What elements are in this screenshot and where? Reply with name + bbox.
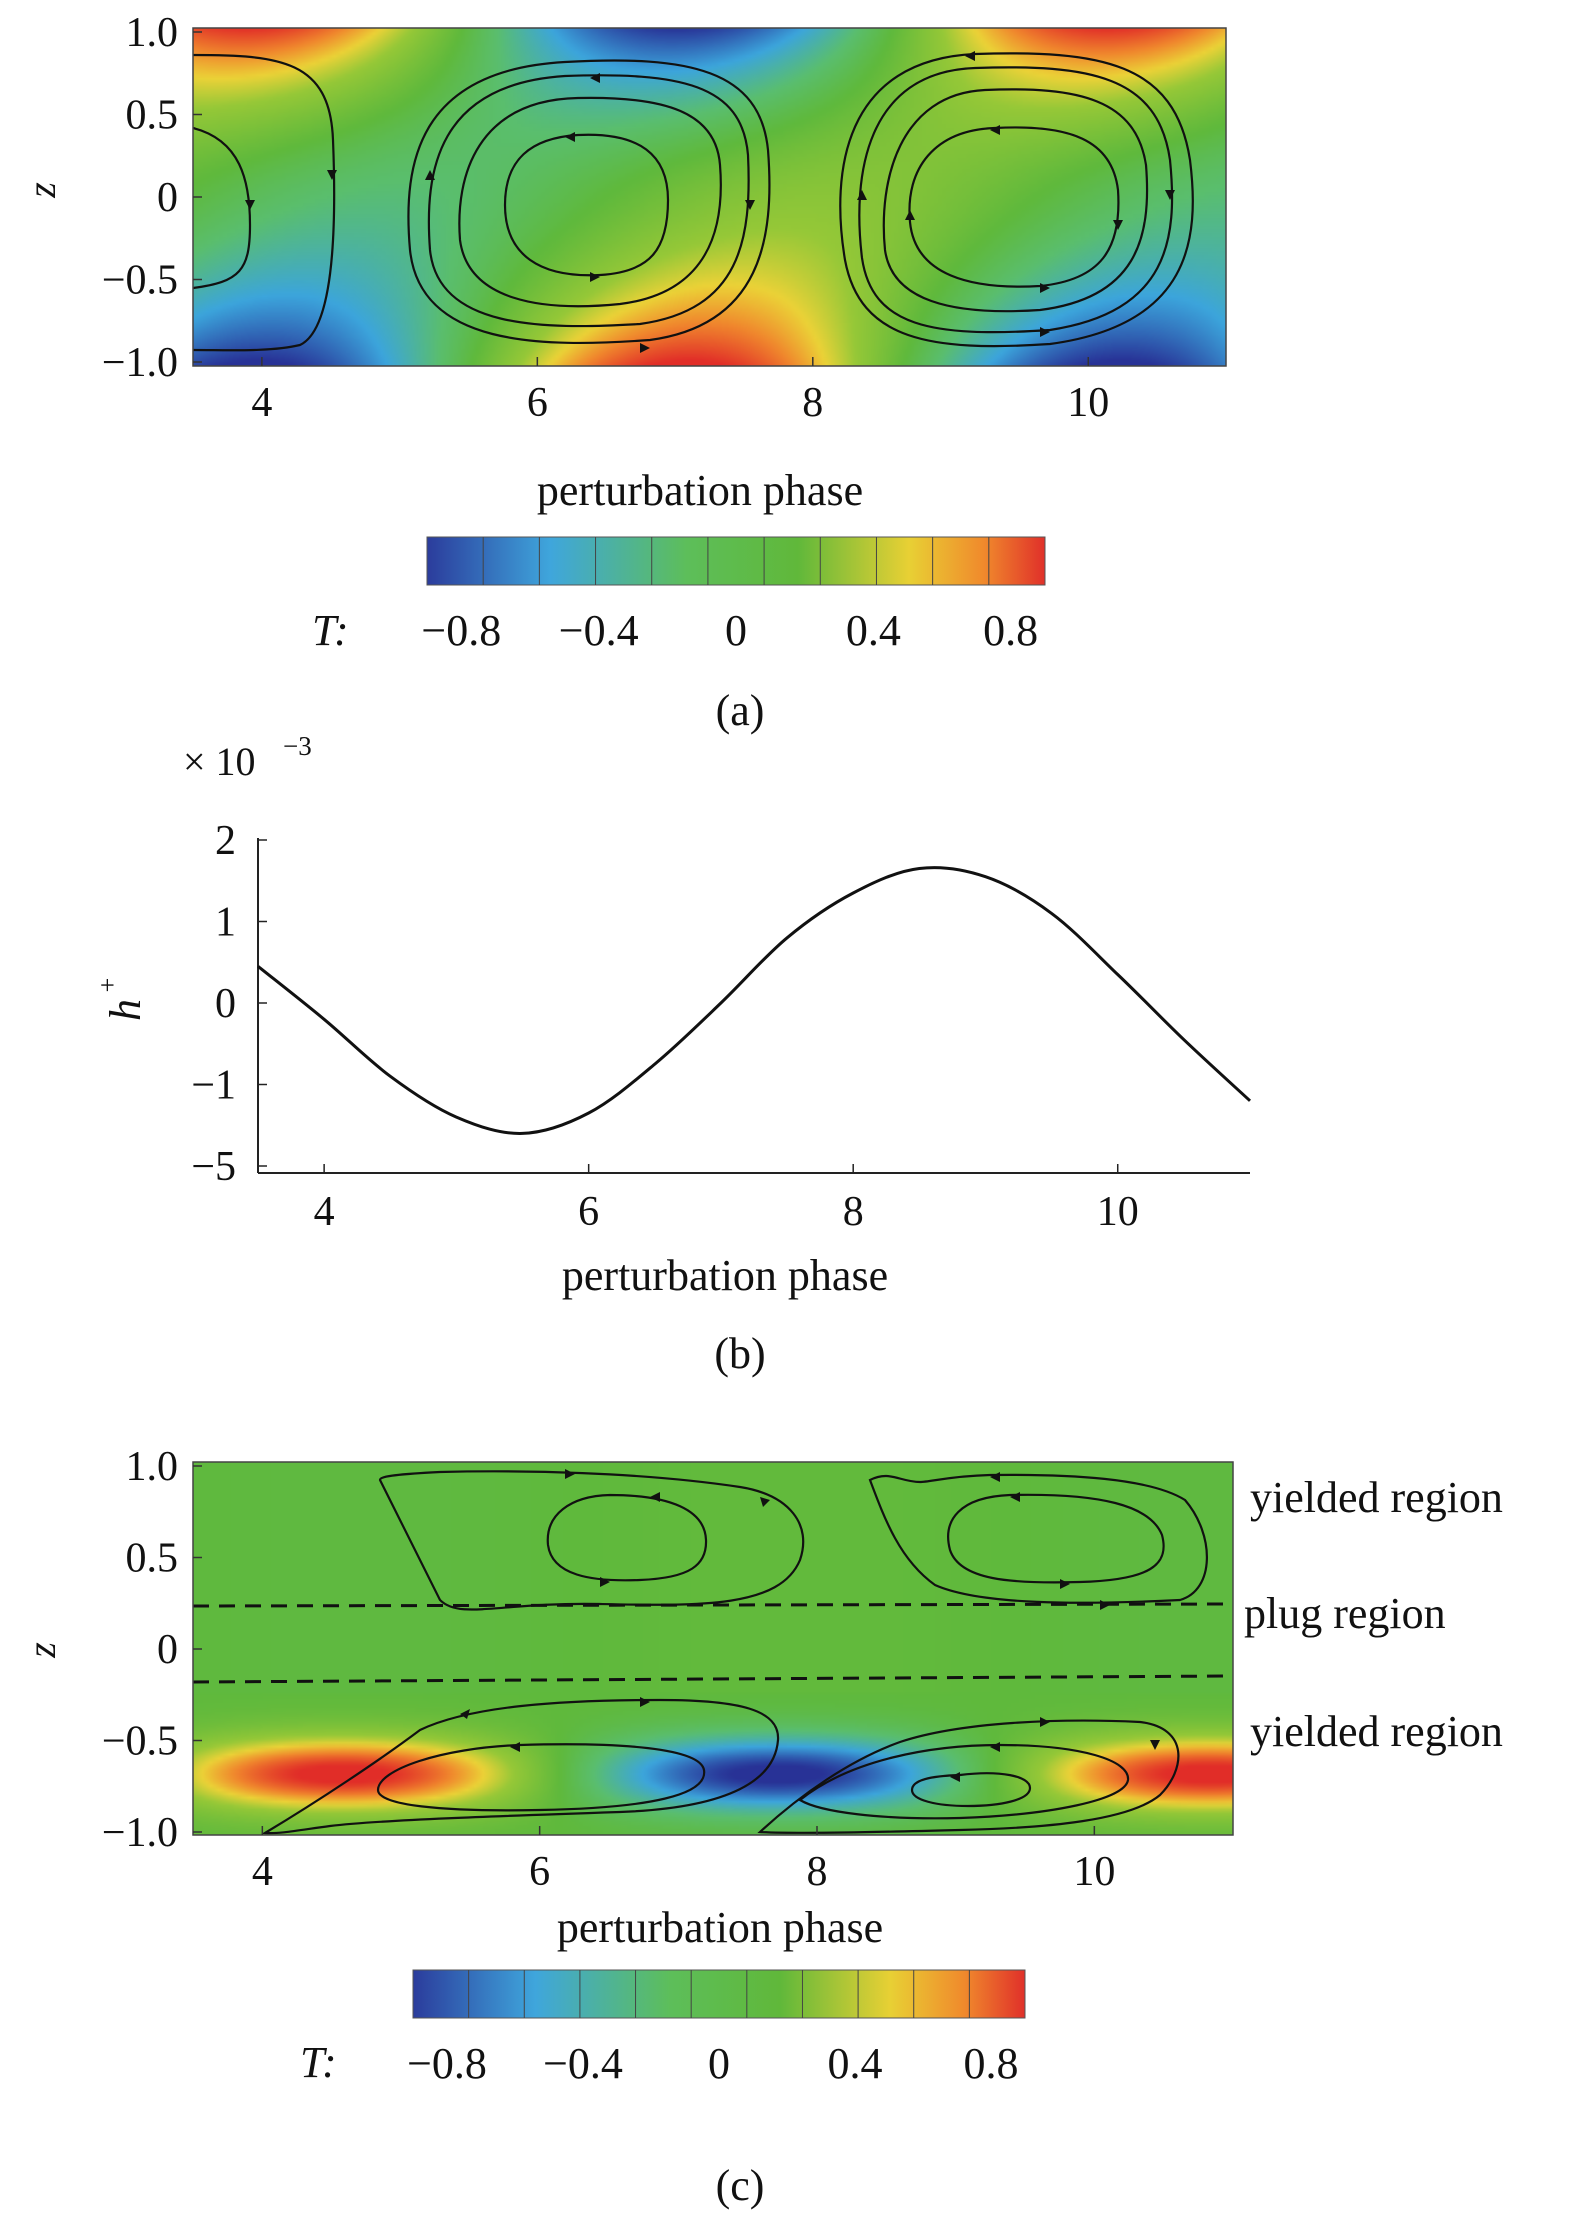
panel-b-ytick-label: −1 <box>191 1063 236 1109</box>
panel-b-xtick-label: 10 <box>1097 1189 1139 1235</box>
streamline-a-left-inner <box>193 126 252 290</box>
panel-a-ylabel: z <box>19 182 64 199</box>
panel-c-streamlines <box>193 1469 1233 1835</box>
panel-a-ytick-label: 0 <box>157 175 178 221</box>
panel-a: 4 6 8 10 1.0 0.5 0 −0.5 −1.0 z perturbation phas… <box>19 10 1227 735</box>
panel-c-colorbar-tick: −0.4 <box>543 2039 623 2088</box>
streamline-c-top-left-inner <box>546 1493 708 1582</box>
streamline-c-bottom-left-outer <box>261 1698 780 1835</box>
panel-b-ytick-label: 1 <box>215 900 236 946</box>
panel-c-colorbar-tick: 0 <box>708 2039 730 2088</box>
streamline-c-top-right-outer <box>868 1473 1208 1604</box>
panel-c-xtick-label: 6 <box>529 1849 550 1895</box>
panel-b-xtick-label: 8 <box>843 1189 864 1235</box>
panel-c-heatmap <box>193 1462 1233 1835</box>
streamline-a-left-outer <box>193 53 336 352</box>
panel-c-xtick-label: 4 <box>252 1849 273 1895</box>
streamline-c-top-left-outer <box>378 1470 805 1611</box>
panel-b-xtick-label: 6 <box>578 1189 599 1235</box>
streamline-a-right-2 <box>858 66 1174 334</box>
panel-a-colorbar-tick: 0.8 <box>983 606 1038 655</box>
panel-a-ytick-label: 1.0 <box>126 10 179 56</box>
panel-c-colorbar: T: −0.8 −0.4 0 0.4 0.8 <box>300 1969 1026 2088</box>
panel-c-xtick-label: 8 <box>807 1849 828 1895</box>
panel-a-ytick-label: 0.5 <box>126 93 179 139</box>
panel-c-ytick-label: 0.5 <box>126 1536 179 1582</box>
panel-a-ytick-label: −0.5 <box>102 258 178 304</box>
panel-c: 4 6 8 10 1.0 0.5 0 −0.5 −1.0 z yielded region pl… <box>19 1444 1503 2210</box>
streamline-c-bottom-right-inner <box>798 1743 1130 1820</box>
panel-b-ytick-label: 2 <box>215 818 236 864</box>
streamline-a-mid-1 <box>407 59 771 345</box>
plug-boundary-lower <box>193 1674 1233 1684</box>
panel-c-ylabel: z <box>19 1642 64 1659</box>
annotation-plug: plug region <box>1244 1589 1446 1638</box>
panel-c-colorbar-tick: 0.4 <box>828 2039 883 2088</box>
panel-b-scale-prefix: × 10 <box>183 739 256 784</box>
panel-b-ylabel: h + <box>93 978 150 1021</box>
panel-b-scale-exp: −3 <box>283 731 312 761</box>
annotation-yielded-top: yielded region <box>1250 1473 1503 1522</box>
streamline-a-mid-3 <box>458 96 722 308</box>
panel-b-ytick-label: −5 <box>191 1144 236 1190</box>
panel-a-colorbar-label: T: <box>312 606 349 655</box>
panel-a-xtick-label: 6 <box>527 380 548 426</box>
streamline-a-right-1 <box>839 52 1194 348</box>
panel-a-colorbar: T: −0.8 −0.4 0 0.4 0.8 <box>312 536 1046 655</box>
streamline-c-bottom-right-outer <box>757 1719 1180 1834</box>
panel-c-caption: (c) <box>716 2161 765 2210</box>
panel-c-xlabel: perturbation phase <box>557 1903 883 1952</box>
annotation-yielded-bottom: yielded region <box>1250 1707 1503 1756</box>
panel-b-ylabel-text: h <box>101 999 150 1021</box>
panel-a-colorbar-tick: 0 <box>725 606 747 655</box>
streamline-c-top-right-inner <box>947 1493 1165 1584</box>
panel-c-xtick-label: 10 <box>1073 1849 1115 1895</box>
panel-a-colorbar-tick: 0.4 <box>846 606 901 655</box>
panel-c-ytick-label: 1.0 <box>126 1444 179 1490</box>
panel-c-ytick-label: −1.0 <box>102 1810 178 1856</box>
streamline-a-mid-2 <box>427 74 750 328</box>
panel-a-ytick-label: −1.0 <box>102 340 178 386</box>
panel-a-heatmap <box>193 28 1226 366</box>
panel-b-scale: × 10 −3 <box>183 731 312 784</box>
panel-b-line-h-plus <box>257 866 1252 1135</box>
panel-c-colorbar-tick: 0.8 <box>964 2039 1019 2088</box>
panel-b-xlabel: perturbation phase <box>562 1251 888 1300</box>
panel-a-colorbar-tick: −0.4 <box>559 606 639 655</box>
panel-a-streamlines <box>193 51 1194 353</box>
streamline-c-bottom-right-small <box>910 1772 1032 1808</box>
panel-a-caption: (a) <box>716 686 765 735</box>
plug-boundary-upper <box>193 1602 1233 1608</box>
panel-b-caption: (b) <box>714 1329 765 1378</box>
panel-a-xtick-label: 4 <box>251 380 272 426</box>
streamline-a-mid-4 <box>503 133 670 277</box>
panel-a-xlabel: perturbation phase <box>537 466 863 515</box>
panel-a-colorbar-tick: −0.8 <box>421 606 501 655</box>
panel-c-ytick-label: 0 <box>157 1627 178 1673</box>
streamline-a-right-3 <box>882 88 1149 313</box>
panel-b-ylabel-sup: + <box>93 978 122 993</box>
streamline-c-bottom-left-inner <box>376 1743 706 1812</box>
panel-b-xtick-label: 4 <box>314 1189 335 1235</box>
panel-c-colorbar-label: T: <box>300 2038 337 2087</box>
panel-a-xtick-label: 8 <box>802 380 823 426</box>
panel-c-colorbar-tick: −0.8 <box>407 2039 487 2088</box>
panel-b-ytick-label: 0 <box>215 981 236 1027</box>
panel-a-xtick-label: 10 <box>1067 380 1109 426</box>
panel-c-ytick-label: −0.5 <box>102 1719 178 1765</box>
